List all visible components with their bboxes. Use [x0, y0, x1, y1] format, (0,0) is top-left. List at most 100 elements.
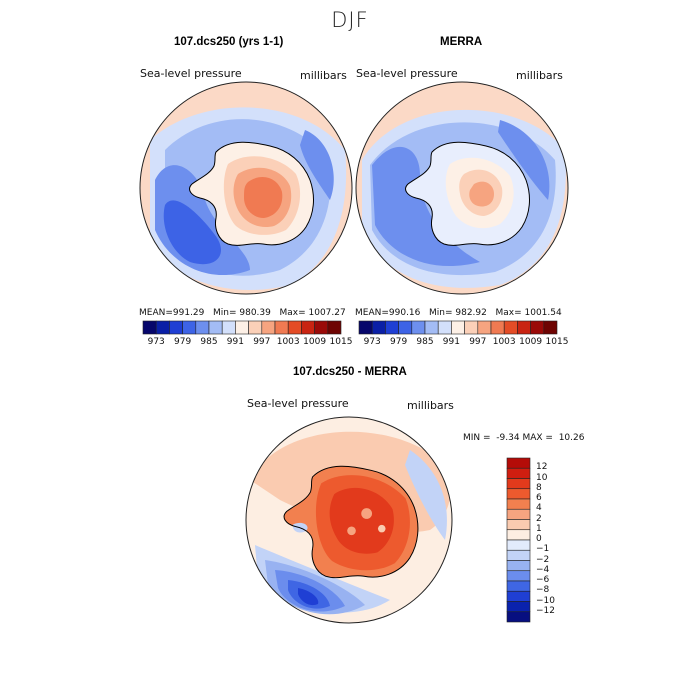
- panel1-mean-value: 991.29: [172, 308, 205, 318]
- colorbar-panel2-swatch: [490, 320, 505, 335]
- colorbar-panel3-tick-label: 2: [536, 513, 542, 524]
- colorbar-panel3: [506, 457, 531, 623]
- colorbar-panel2-swatch: [451, 320, 465, 335]
- colorbar-panel3-tick-label: 12: [536, 462, 548, 473]
- colorbar-panel2: [358, 320, 558, 335]
- map3-antarctica-field: [284, 466, 418, 578]
- colorbar-panel1-swatch: [274, 320, 289, 335]
- colorbar-panel2-swatch: [530, 320, 545, 335]
- colorbar-panel2-tick-label: 979: [390, 337, 408, 347]
- panel3-max-label: MAX =: [522, 433, 553, 443]
- panel2-min-label: Min=: [428, 308, 453, 318]
- panel2-max-label: Max=: [495, 308, 522, 318]
- map2-antarctica-field: [405, 142, 530, 246]
- colorbar-panel3-tick-label: −1: [536, 544, 550, 555]
- colorbar-panel3-tick-label: 10: [536, 472, 548, 483]
- colorbar-panel3-tick-label: 0: [536, 534, 542, 544]
- colorbar-panel2-swatch: [503, 320, 518, 335]
- panel2-variable-label: Sea-level pressure: [356, 67, 458, 80]
- panel2-min-value: 982.92: [455, 308, 487, 318]
- colorbar-panel2-swatch: [385, 320, 399, 335]
- colorbar-panel2-swatch: [411, 320, 426, 335]
- colorbar-panel1-tick-label: 985: [200, 337, 218, 347]
- colorbar-panel3-swatch: [506, 457, 531, 469]
- colorbar-panel3-tick-label: 8: [536, 482, 542, 493]
- colorbar-panel3-tick-label: −10: [536, 595, 555, 606]
- colorbar-panel1-swatch: [235, 320, 249, 335]
- colorbar-panel1-swatch: [155, 320, 170, 335]
- panel3-variable-label: Sea-level pressure: [247, 397, 349, 410]
- colorbar-panel1-swatch: [182, 320, 197, 335]
- colorbar-panel1-swatch: [169, 320, 183, 335]
- map1-field-low4: [163, 200, 221, 265]
- colorbar-panel1-swatch: [208, 320, 223, 335]
- colorbar-panel3-swatch: [506, 590, 531, 602]
- colorbar-panel3-swatch: [506, 580, 531, 592]
- map1-antarctica-field: [189, 142, 314, 246]
- colorbar-panel3-swatch: [506, 539, 531, 551]
- colorbar-panel3-swatch: [506, 519, 531, 531]
- panel1-units-label: millibars: [300, 69, 347, 82]
- colorbar-panel3-tick-label: 4: [536, 503, 542, 514]
- colorbar-panel1-swatch: [314, 320, 329, 335]
- colorbar-panel3-tick-label: −8: [536, 585, 550, 596]
- colorbar-panel3-swatch: [506, 570, 531, 582]
- map-panel2: [356, 82, 568, 294]
- colorbar-panel1-swatch: [301, 320, 315, 335]
- panel1-max-label: Max=: [279, 308, 306, 318]
- panel2-mean-label: MEAN=: [355, 308, 389, 318]
- colorbar-panel1-swatch: [287, 320, 302, 335]
- panel3-units-label: millibars: [407, 399, 454, 412]
- panel1-mean-label: MEAN=: [139, 308, 173, 318]
- panel3-min-label: MIN =: [463, 433, 491, 443]
- colorbar-panel2-swatch: [398, 320, 413, 335]
- colorbar-panel2-swatch: [464, 320, 479, 335]
- colorbar-panel3-swatch: [506, 549, 531, 561]
- colorbar-panel2-tick-label: 973: [363, 337, 381, 347]
- map3-border: [245, 416, 453, 624]
- colorbar-panel2-swatch: [543, 320, 558, 335]
- panel1-stats: MEAN=991.29 Min= 980.39 Max= 1007.27: [139, 308, 346, 318]
- colorbar-panel1-swatch: [142, 320, 157, 335]
- colorbar-panel3-swatch: [506, 560, 531, 572]
- map2-border: [355, 81, 569, 295]
- colorbar-panel3-swatch: [506, 488, 531, 500]
- panel3-stats: MIN = -9.34 MAX = 10.26: [463, 433, 584, 443]
- colorbar-panel3-swatch: [506, 498, 531, 510]
- map2-field-low3: [372, 146, 480, 267]
- panel1-min-value: 980.39: [239, 308, 271, 318]
- colorbar-panel3-tick-label: 1: [536, 523, 542, 534]
- colorbar-panel3-swatch: [506, 529, 531, 541]
- panel3-max-value: 10.26: [558, 433, 585, 443]
- colorbar-panel3-tick-label: −2: [536, 554, 550, 565]
- colorbar-panel1-tick-label: 979: [174, 337, 192, 347]
- colorbar-panel2-swatch: [358, 320, 373, 335]
- colorbar-panel2-tick-label: 1015: [545, 337, 569, 347]
- panel2-title: MERRA: [440, 36, 483, 48]
- colorbar-panel3-swatch: [506, 611, 531, 623]
- colorbar-panel2-tick-label: 985: [416, 337, 434, 347]
- colorbar-panel1-tick-label: 997: [253, 337, 271, 347]
- map3-field-neg6: [405, 450, 447, 540]
- colorbar-panel1-swatch: [221, 320, 236, 335]
- panel2-stats: MEAN=990.16 Min= 982.92 Max= 1001.54: [355, 308, 562, 318]
- map3-field-neg5: [298, 588, 319, 606]
- colorbar-panel1-tick-label: 973: [147, 337, 165, 347]
- colorbar-panel1-swatch: [248, 320, 263, 335]
- colorbar-panel3-swatch: [506, 478, 531, 490]
- colorbar-panel2-swatch: [477, 320, 492, 335]
- colorbar-panel1-swatch: [261, 320, 276, 335]
- colorbar-panel1-tick-label: 1009: [303, 337, 327, 347]
- colorbar-panel2-swatch: [424, 320, 439, 335]
- panel3-title: 107.dcs250 - MERRA: [293, 366, 407, 378]
- map2-field-low4: [498, 120, 550, 200]
- main-title: DJF: [331, 8, 369, 32]
- colorbar-panel1: [142, 320, 342, 335]
- map-panel1: [140, 82, 352, 294]
- colorbar-panel3-swatch: [506, 467, 531, 479]
- colorbar-panel1-swatch: [195, 320, 210, 335]
- panel2-max-value: 1001.54: [524, 308, 562, 318]
- colorbar-panel2-tick-label: 1009: [519, 337, 543, 347]
- map1-field-low5: [300, 130, 334, 200]
